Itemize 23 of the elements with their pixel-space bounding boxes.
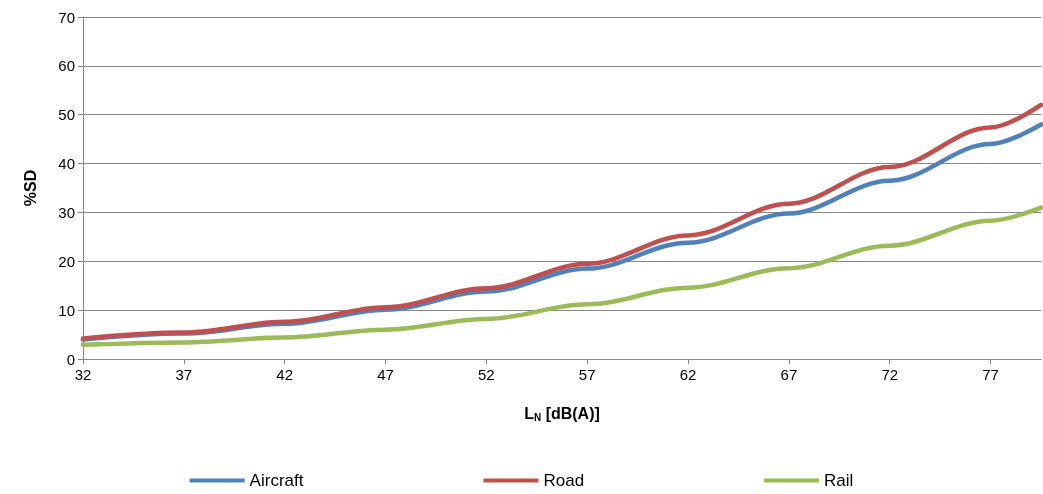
legend-label: Road bbox=[543, 471, 585, 490]
x-tick-label: 42 bbox=[276, 366, 294, 383]
y-tick-label: 10 bbox=[58, 301, 75, 319]
x-tick-label: 57 bbox=[578, 366, 596, 383]
y-tick-label: 60 bbox=[58, 57, 75, 75]
y-tick-label: 30 bbox=[58, 203, 75, 221]
y-tick-label: 40 bbox=[58, 155, 75, 173]
x-tick-label: 62 bbox=[679, 366, 697, 383]
x-tick-label: 77 bbox=[982, 366, 999, 383]
x-tick-label: 32 bbox=[74, 366, 92, 383]
line-series bbox=[80, 205, 1043, 348]
y-tick-label: 70 bbox=[58, 8, 75, 26]
legend-label: Rail bbox=[824, 471, 854, 490]
legend-label: Aircraft bbox=[249, 471, 304, 490]
y-tick-label: 0 bbox=[66, 350, 75, 368]
x-tick-label: 72 bbox=[881, 366, 899, 383]
y-tick-label: 50 bbox=[58, 106, 75, 124]
y-axis-title: %SD bbox=[21, 169, 39, 207]
x-tick-label: 52 bbox=[478, 366, 495, 383]
x-tick-label: 37 bbox=[175, 366, 193, 383]
x-tick-label: 67 bbox=[780, 366, 798, 383]
x-tick-label: 47 bbox=[377, 366, 394, 383]
y-tick-label: 20 bbox=[58, 252, 75, 270]
